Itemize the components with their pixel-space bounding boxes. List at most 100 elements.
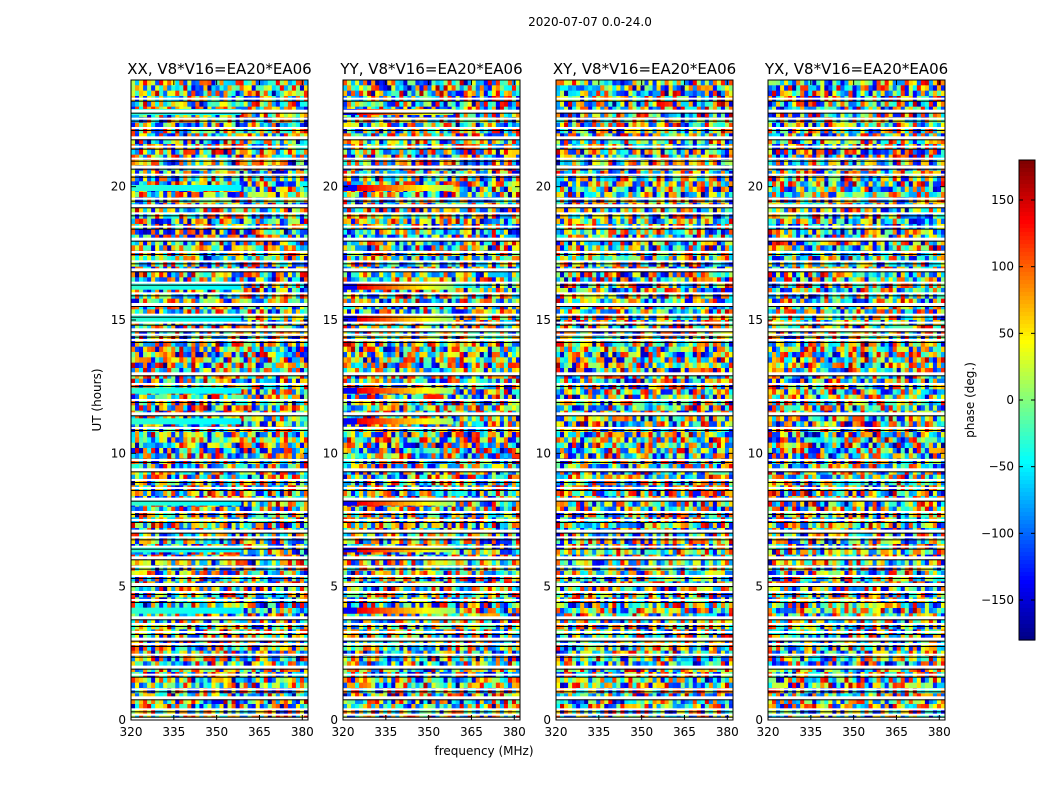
- flagged-row: [556, 565, 733, 568]
- band-edge: [343, 418, 357, 425]
- flagged-row: [768, 673, 945, 676]
- colorbar-segment: [1019, 248, 1035, 253]
- colorbar-segment: [1019, 440, 1035, 445]
- coherent-band: [204, 387, 211, 394]
- flag-edge: [768, 207, 945, 209]
- colorbar-segment: [1019, 184, 1035, 189]
- flag-edge: [131, 168, 308, 170]
- coherent-band: [185, 418, 193, 425]
- coherent-band: [173, 283, 181, 290]
- flag-edge: [556, 514, 733, 515]
- panel-title: YY, V8*V16=EA20*EA06: [339, 60, 522, 78]
- coherent-band: [161, 418, 169, 425]
- y-tick-label: 5: [330, 580, 338, 594]
- x-tick-label: 320: [332, 725, 355, 739]
- coherent-band: [355, 283, 362, 290]
- flagged-row: [131, 545, 308, 548]
- coherent-band: [428, 418, 436, 425]
- coherent-band: [155, 607, 163, 614]
- flag-edge: [556, 324, 733, 326]
- flagged-row: [131, 427, 308, 429]
- flag-edge: [768, 271, 945, 273]
- flagged-row: [343, 173, 520, 176]
- flagged-row: [131, 565, 308, 568]
- coherent-band: [210, 499, 217, 506]
- flagged-row: [131, 268, 308, 272]
- flag-edge: [556, 306, 733, 307]
- flag-edge: [343, 130, 520, 131]
- flagged-row: [768, 109, 945, 113]
- flag-edge: [131, 514, 308, 515]
- flagged-row: [768, 713, 945, 716]
- colorbar-segment: [1019, 160, 1035, 165]
- coherent-band: [403, 607, 411, 614]
- flagged-row: [343, 545, 520, 548]
- coherent-band: [361, 607, 368, 614]
- colorbar-segment: [1019, 208, 1035, 213]
- flag-edge: [556, 532, 733, 534]
- coherent-band: [397, 387, 405, 394]
- flagged-row: [131, 127, 308, 129]
- flagged-row: [556, 713, 733, 716]
- coherent-band: [179, 418, 187, 425]
- flag-edge: [768, 676, 945, 678]
- flagged-row: [343, 479, 520, 481]
- coherent-band: [234, 607, 242, 614]
- colorbar-segment: [1019, 312, 1035, 317]
- coherent-band: [210, 283, 217, 290]
- x-tick-label: 365: [248, 725, 271, 739]
- x-tick-label: 320: [757, 725, 780, 739]
- colorbar-segment: [1019, 464, 1035, 469]
- flagged-row: [131, 479, 308, 481]
- colorbar-segment: [1019, 388, 1035, 393]
- coherent-band: [373, 387, 381, 394]
- flag-edge: [768, 691, 945, 693]
- flag-edge: [768, 482, 945, 483]
- flagged-row: [768, 328, 945, 332]
- colorbar-segment: [1019, 360, 1035, 365]
- colorbar-segment: [1019, 620, 1035, 625]
- colorbar-segment: [1019, 204, 1035, 209]
- flag-edge: [131, 430, 308, 431]
- flag-edge: [556, 699, 733, 701]
- flagged-row: [768, 372, 945, 376]
- colorbar-segment: [1019, 480, 1035, 485]
- flag-edge: [343, 207, 520, 209]
- coherent-band: [440, 185, 448, 191]
- figure-suptitle: 2020-07-07 0.0-24.0: [528, 15, 652, 29]
- flagged-row: [131, 412, 308, 416]
- flagged-row: [556, 313, 733, 316]
- colorbar-segment: [1019, 400, 1035, 405]
- colorbar-tick-label: −150: [981, 593, 1014, 607]
- flagged-row: [768, 631, 945, 633]
- coherent-band: [355, 499, 362, 506]
- colorbar-segment: [1019, 304, 1035, 309]
- flag-edge: [556, 490, 733, 491]
- coherent-band: [143, 387, 150, 394]
- flagged-row: [768, 427, 945, 429]
- coherent-band: [397, 283, 405, 290]
- flagged-row: [343, 591, 520, 593]
- coherent-band: [191, 283, 199, 290]
- flag-edge: [556, 522, 733, 523]
- flagged-row: [131, 519, 308, 521]
- flag-edge: [556, 716, 733, 718]
- coherent-band: [361, 283, 368, 290]
- flagged-row: [131, 212, 308, 215]
- coherent-band: [222, 607, 230, 614]
- colorbar-segment: [1019, 456, 1035, 461]
- flag-edge: [556, 240, 733, 242]
- x-tick-label: 365: [885, 725, 908, 739]
- flag-edge: [556, 207, 733, 209]
- flag-edge: [768, 721, 945, 722]
- coherent-band: [410, 418, 417, 425]
- coherent-band: [185, 283, 193, 290]
- flag-edge: [131, 500, 308, 502]
- flagged-row: [556, 303, 733, 306]
- flagged-row: [131, 173, 308, 176]
- coherent-band: [391, 315, 399, 322]
- colorbar-segment: [1019, 468, 1035, 473]
- colorbar: 150 100 50 0 −50 −100 −150: [981, 159, 1036, 641]
- flagged-row: [343, 383, 520, 385]
- flagged-row: [343, 157, 520, 160]
